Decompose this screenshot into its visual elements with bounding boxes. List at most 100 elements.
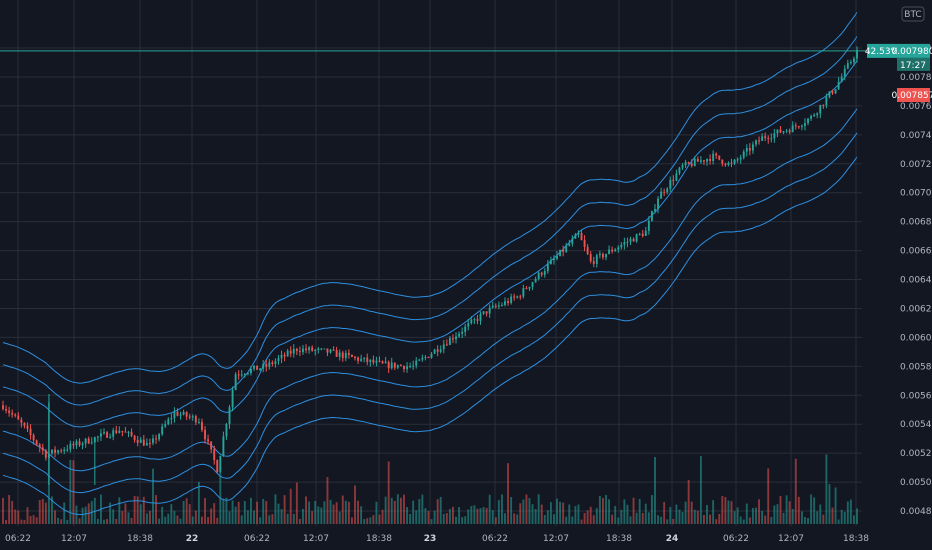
x-tick-label: 12:07: [61, 534, 87, 544]
volume-bar: [761, 511, 764, 524]
candle-body: [403, 365, 405, 370]
candle: [17, 412, 20, 420]
candle: [372, 355, 375, 365]
volume-bar: [240, 515, 243, 524]
volume-bar: [614, 506, 617, 524]
candle-body: [840, 76, 843, 82]
candle: [519, 294, 522, 300]
candle-body: [516, 296, 519, 298]
candle-body: [234, 374, 237, 391]
volume-bar: [635, 512, 638, 524]
candle: [283, 352, 286, 362]
candle: [709, 154, 712, 165]
candle: [733, 158, 736, 166]
candle: [797, 125, 800, 129]
candle: [115, 425, 118, 435]
volume-bar: [626, 504, 629, 524]
candle: [507, 298, 510, 306]
y-tick-label: 0.005400: [900, 420, 932, 430]
volume-bar: [770, 517, 773, 524]
candle-body: [259, 368, 262, 370]
volume-bar: [283, 495, 286, 524]
volume-bar: [2, 497, 4, 524]
volume-bar: [246, 510, 249, 524]
candle-body: [617, 247, 620, 250]
volume-bar: [852, 515, 855, 524]
candle-body: [341, 352, 344, 359]
x-tick-label: 12:07: [543, 534, 569, 544]
candle-body: [182, 412, 185, 415]
volume-bar: [127, 512, 130, 524]
candle-body: [614, 249, 617, 252]
candle-body: [461, 331, 464, 334]
volume-bar: [234, 506, 237, 524]
volume-bar: [216, 517, 219, 524]
candle-body: [332, 349, 335, 351]
candle: [139, 437, 142, 443]
candle-body: [770, 138, 773, 140]
candle: [344, 350, 347, 362]
volume-bar: [611, 514, 614, 524]
volume-bar: [17, 510, 20, 524]
volume-bar: [580, 519, 583, 524]
volume-bar: [494, 517, 497, 524]
y-tick-label: 0.005800: [900, 362, 932, 372]
candle-body: [699, 160, 702, 162]
candle-body: [249, 368, 252, 374]
volume-bar: [381, 509, 384, 524]
candle-body: [201, 421, 203, 430]
volume-bar: [274, 494, 277, 524]
candle-body: [96, 436, 99, 438]
x-tick-label: 22: [186, 534, 199, 544]
candle-body: [11, 412, 14, 415]
candle-body: [130, 431, 133, 436]
candle: [736, 157, 739, 163]
candle: [739, 154, 742, 164]
candle-body: [556, 255, 558, 259]
candle: [170, 413, 173, 425]
volume-bar: [577, 504, 580, 524]
volume-bar: [390, 497, 393, 524]
volume-bar: [534, 509, 537, 524]
volume-bar: [424, 508, 427, 524]
volume-bar: [724, 497, 727, 524]
volume-bar: [810, 494, 813, 524]
candle: [696, 156, 699, 162]
candle: [571, 235, 574, 247]
candle-body: [298, 351, 301, 353]
candle-body: [90, 442, 93, 444]
candle: [730, 158, 733, 168]
candle-body: [638, 233, 641, 235]
candle: [298, 346, 301, 357]
x-axis[interactable]: 06:22 12:07 18:38 22 06:22 12:07 18:38 23 06:22 1…: [5, 534, 869, 544]
candle: [363, 357, 366, 363]
volume-bar: [834, 487, 837, 524]
volume-bar: [155, 495, 157, 524]
candle: [611, 246, 614, 254]
candle-body: [210, 441, 213, 450]
candle-body: [213, 449, 216, 461]
candle-body: [87, 438, 90, 444]
volume-bar: [66, 519, 69, 524]
candle-body: [690, 163, 693, 166]
candle-body: [207, 439, 210, 442]
candle: [323, 348, 326, 350]
candle-body: [54, 449, 56, 453]
candle-body: [384, 361, 387, 364]
candle: [228, 404, 231, 429]
volume-bar: [412, 500, 415, 524]
candle-body: [26, 425, 29, 429]
candle: [522, 284, 525, 299]
volume-bar: [11, 500, 14, 524]
candle: [289, 346, 292, 358]
volume-bar: [598, 496, 601, 524]
candle: [259, 367, 262, 372]
volume-bar: [378, 514, 381, 524]
candle: [721, 159, 724, 167]
candle: [191, 414, 194, 421]
volume-bar: [773, 505, 776, 524]
volume-bar: [706, 505, 708, 524]
candle-body: [751, 144, 754, 151]
volume-bar: [586, 510, 589, 524]
